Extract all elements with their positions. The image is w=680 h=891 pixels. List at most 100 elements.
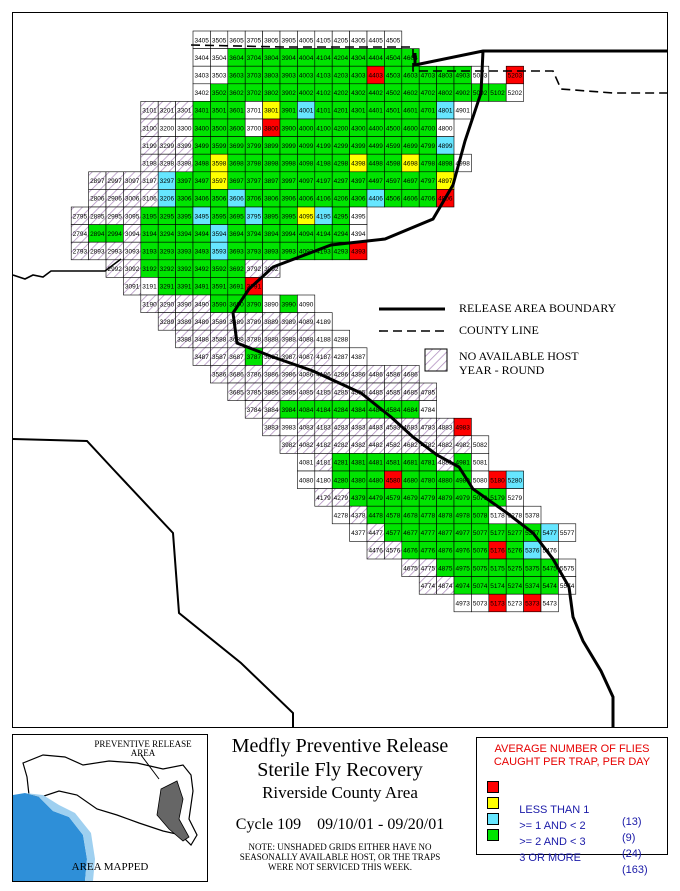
grid-cell-label: 5276: [508, 548, 523, 555]
grid-cell-label: 4980: [455, 477, 470, 484]
grid-cell-label: 3606: [229, 196, 244, 203]
grid-cell-label: 3586: [212, 372, 227, 379]
grid-cell-label: 4383: [351, 425, 366, 432]
grid-cell-label: 4485: [368, 389, 383, 396]
grid-cell-label: 4402: [368, 90, 383, 97]
grid-cell-label: 3906: [281, 196, 296, 203]
legend-count: (9): [622, 832, 636, 844]
grid-cell-label: 4584: [386, 407, 401, 414]
grid-cell-label: 4677: [403, 530, 418, 537]
grid-cell-label: 4684: [403, 407, 418, 414]
grid-cell-label: 4201: [334, 108, 349, 115]
grid-cell-label: 4898: [438, 161, 453, 168]
grid-cell-label: 4093: [299, 249, 314, 256]
grid-cell-label: 3693: [229, 249, 244, 256]
coastline-outline: [13, 258, 122, 280]
grid-cell-label: 3689: [229, 319, 244, 326]
grid-cell-label: 3206: [160, 196, 175, 203]
grid-cell-label: 4875: [438, 565, 453, 572]
grid-cell-label: 4998: [455, 161, 470, 168]
grid-cell-label: 3800: [264, 125, 279, 132]
legend-count: (163): [622, 864, 648, 876]
grid-cell-label: 3897: [264, 178, 279, 185]
grid-cell-label: 5374: [525, 583, 540, 590]
grid-cell-label: 3490: [194, 301, 209, 308]
grid-cell-label: 3603: [229, 73, 244, 80]
grid-cell-label: 4305: [351, 37, 366, 44]
grid-cell-label: 4405: [368, 37, 383, 44]
grid-cell-label: 3200: [160, 125, 175, 132]
grid-cell-label: 4903: [455, 73, 470, 80]
grid-cell-label: 4585: [386, 389, 401, 396]
grid-cell-label: 3599: [212, 143, 227, 150]
grid-cell-label: 3100: [142, 125, 157, 132]
legend-label: 3 OR MORE: [519, 852, 581, 864]
title-line-2: Sterile Fly Recovery: [257, 759, 423, 781]
grid-cell-label: 4598: [386, 161, 401, 168]
grid-cell-label: 4181: [316, 460, 331, 467]
grid-cell-label: 3987: [281, 354, 296, 361]
grid-cell-label: 4302: [351, 90, 366, 97]
grid-cell-label: 4775: [421, 565, 436, 572]
legend-hatch-sample: [424, 348, 448, 372]
grid-cell-label: 3705: [247, 37, 262, 44]
grid-cell-label: 4580: [386, 477, 401, 484]
grid-cell-label: 3986: [281, 372, 296, 379]
grid-cell-label: 4286: [334, 372, 349, 379]
inset-map-graphic: [13, 754, 198, 881]
grid-cell-label: 3983: [281, 425, 296, 432]
grid-cell-label: 3988: [281, 337, 296, 344]
legend-nohost-label-1: NO AVAILABLE HOST: [459, 349, 579, 363]
grid-cell-label: 4386: [351, 372, 366, 379]
grid-cell-label: 4377: [351, 530, 366, 537]
grid-cell-label: 3397: [177, 178, 192, 185]
grid-cell-label: 3700: [247, 125, 262, 132]
grid-cell-label: 4397: [351, 178, 366, 185]
grid-cell-label: 4801: [438, 108, 453, 115]
grid-cell-label: 3290: [160, 301, 175, 308]
grid-cell-label: 2894: [90, 231, 105, 238]
grid-cell-label: 4802: [438, 90, 453, 97]
grid-cell-label: 3404: [194, 55, 209, 62]
grid-cell-label: 3289: [160, 319, 175, 326]
grid-cell-label: 4876: [438, 548, 453, 555]
grid-cell-label: 3695: [229, 213, 244, 220]
grid-cell-label: 5076: [473, 548, 488, 555]
grid-cell-label: 3806: [264, 196, 279, 203]
grid-cell-label: 4399: [351, 143, 366, 150]
grid-cell-label: 3406: [194, 196, 209, 203]
grid-cell-label: 4102: [316, 90, 331, 97]
grid-cell-label: 2994: [107, 231, 122, 238]
grid-cell-label: 4600: [403, 125, 418, 132]
grid-cell-label: 3898: [264, 161, 279, 168]
grid-cell-label: 3106: [142, 196, 157, 203]
grid-cell-label: 4393: [351, 249, 366, 256]
release-boundary-line: [231, 49, 667, 727]
grid-cell-label: 3101: [142, 108, 157, 115]
grid-cell-label: 4384: [351, 407, 366, 414]
grid-cell-label: 4902: [455, 90, 470, 97]
grid-cell-label: 4299: [334, 143, 349, 150]
note-line-3: WERE NOT SERVICED THIS WEEK.: [267, 862, 413, 872]
grid-cell-label: 3497: [194, 178, 209, 185]
grid-cell-label: 4106: [316, 196, 331, 203]
grid-cell-label: 5277: [508, 530, 523, 537]
grid-cell-label: 3498: [194, 161, 209, 168]
grid-cell-label: 3199: [142, 143, 157, 150]
grid-cell-label: 4482: [368, 442, 383, 449]
inset-pointer: [140, 754, 160, 780]
grid-cell-label: 4280: [334, 477, 349, 484]
grid-cell-label: 4578: [386, 513, 401, 520]
grid-cell-label: 4004: [299, 55, 314, 62]
grid-cell-label: 3493: [194, 249, 209, 256]
note: NOTE: UNSHADED GRIDS EITHER HAVE NO SEAS…: [206, 842, 474, 872]
grid-cell-label: 4382: [351, 442, 366, 449]
grid-cell-label: 3600: [229, 125, 244, 132]
legend-item-yellow: >= 1 AND < 2 (9): [487, 796, 635, 856]
grid-cell-label: 2793: [73, 249, 88, 256]
grid-cell-label: 3195: [142, 213, 157, 220]
grid-cell-label: 4179: [316, 495, 331, 502]
grid-cell-label: 4603: [403, 73, 418, 80]
grid-cell-label: 3706: [247, 196, 262, 203]
grid-cell-label: 4586: [386, 372, 401, 379]
